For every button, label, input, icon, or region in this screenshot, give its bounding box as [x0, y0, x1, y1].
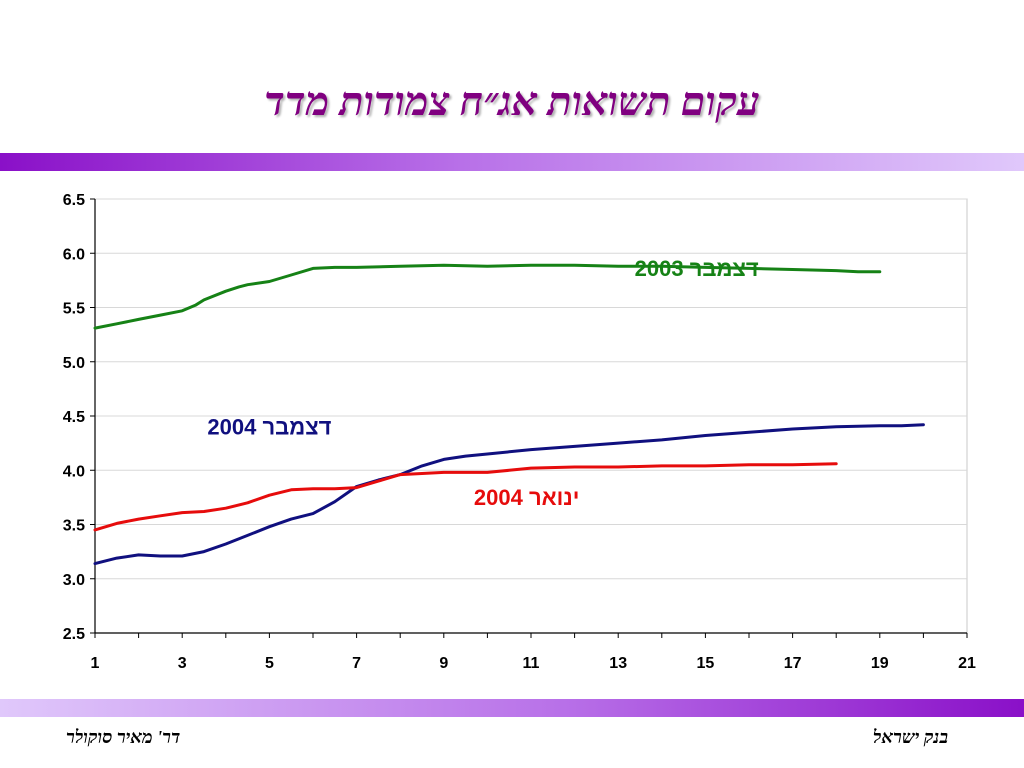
y-tick-label: 6.0	[63, 246, 85, 263]
footer-organization: בנק ישראל	[873, 727, 948, 747]
decorative-band-top	[0, 153, 1024, 171]
slide-title: עקום תשואות אג״ח צמודות מדד	[264, 79, 760, 124]
y-tick-label: 2.5	[63, 626, 85, 643]
series-label-2: ינואר 2004	[474, 485, 580, 510]
x-tick-label: 19	[871, 655, 889, 672]
footer-author: דר' מאיר סוקולר	[66, 727, 181, 747]
y-tick-label: 6.5	[63, 192, 85, 209]
x-tick-label: 15	[697, 655, 715, 672]
series-line-1	[93, 423, 925, 566]
x-tick-label: 7	[352, 655, 361, 672]
series-label-1: דצמבר 2004	[207, 414, 331, 439]
series-labels: דצמבר 2003 דצמבר 2004 ינואר 2004	[207, 256, 758, 510]
y-tick-label: 4.5	[63, 409, 85, 426]
x-tick-label: 17	[784, 655, 802, 672]
series-label-0: דצמבר 2003	[635, 256, 759, 281]
series-lines	[93, 263, 925, 566]
x-tick-label: 5	[265, 655, 274, 672]
x-tick-label: 3	[178, 655, 187, 672]
x-tick-label: 11	[523, 655, 540, 672]
gridlines	[94, 198, 968, 634]
x-tick-label: 9	[439, 655, 448, 672]
x-tick-labels: 1 3 5 7 9 11 13 15 17 19 21	[91, 655, 976, 672]
x-tick-label: 13	[609, 655, 627, 672]
y-tick-label: 4.0	[63, 463, 85, 480]
decorative-band-bottom	[0, 699, 1024, 717]
y-tick-labels: 2.5 3.0 3.5 4.0 4.5 5.0 5.5 6.0 6.5	[63, 192, 85, 643]
series-line-0	[93, 263, 882, 330]
series-line-2	[93, 462, 838, 532]
y-tick-label: 3.5	[63, 518, 85, 535]
y-tick-label: 5.5	[63, 301, 85, 318]
y-tick-label: 3.0	[63, 572, 85, 589]
x-tick-label: 21	[958, 655, 976, 672]
axes	[90, 198, 968, 638]
y-tick-label: 5.0	[63, 355, 85, 372]
x-tick-label: 1	[91, 655, 100, 672]
